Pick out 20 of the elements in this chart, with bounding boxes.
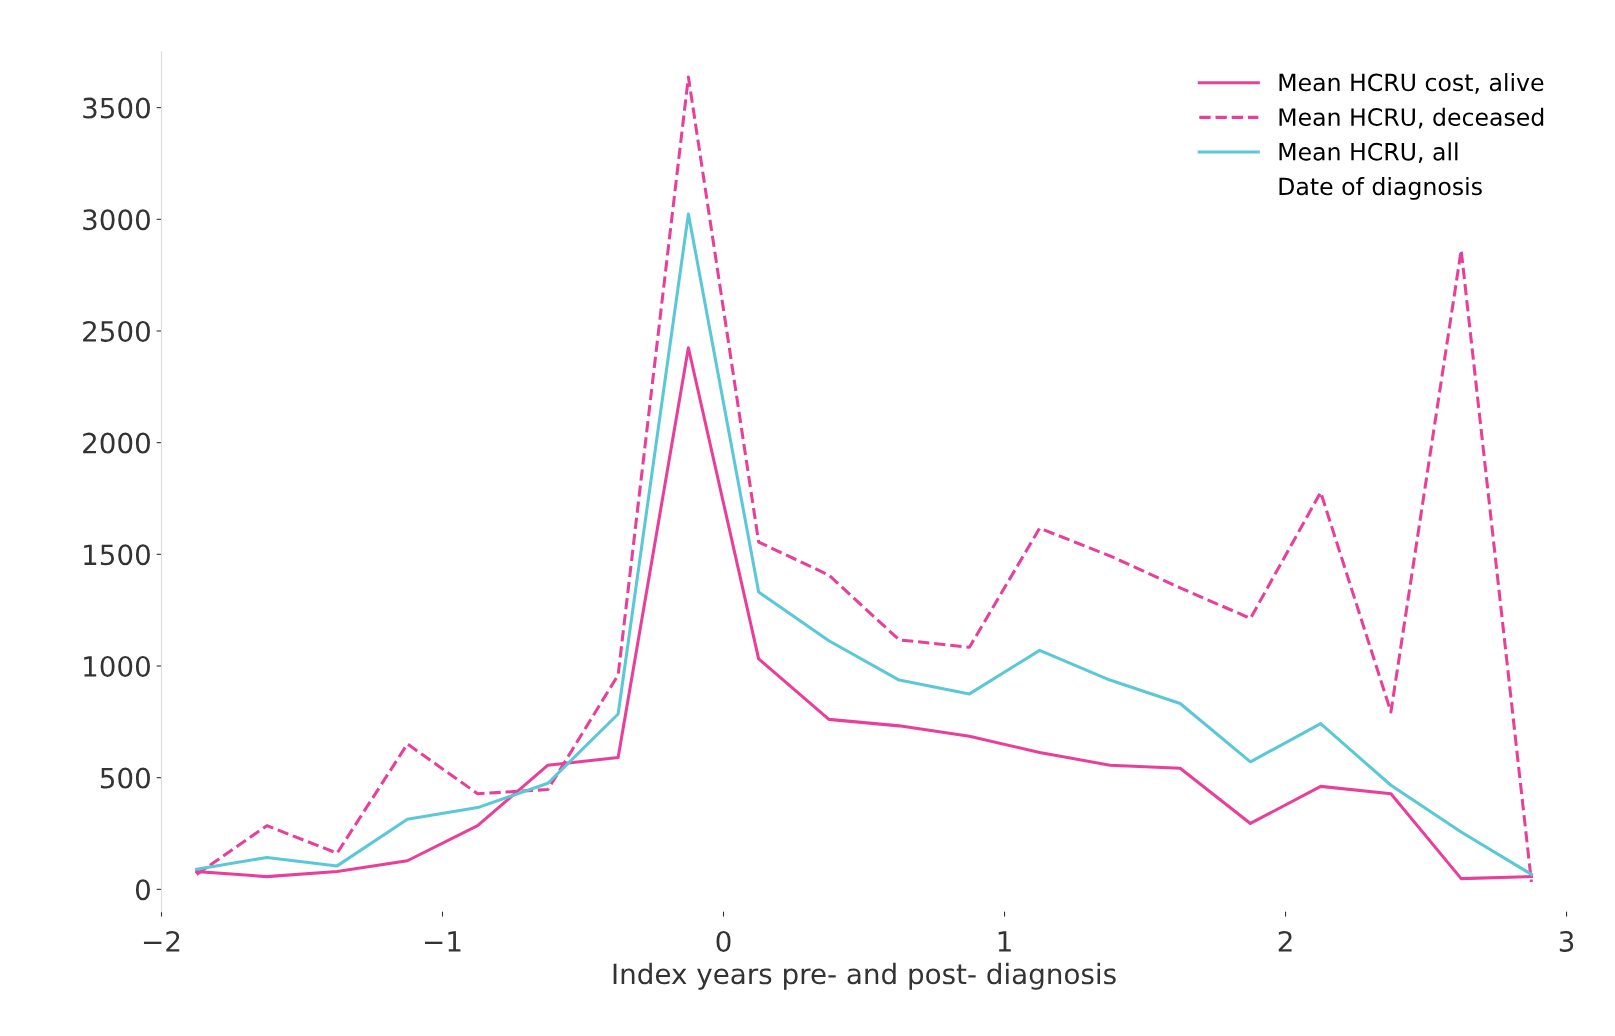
x-tick-label: 0 bbox=[716, 930, 731, 952]
y-tick-label: 0 bbox=[135, 879, 150, 901]
x-tick-label: −1 bbox=[424, 931, 461, 952]
x-tick-label: 3 bbox=[1559, 930, 1574, 952]
legend-label: Mean HCRU, all bbox=[1279, 142, 1458, 164]
annotation: Date of diagnosis bbox=[1279, 177, 1482, 200]
y-tick-label: 2000 bbox=[83, 432, 150, 454]
y-tick-label: 1000 bbox=[84, 655, 150, 677]
line-series bbox=[195, 212, 1533, 876]
y-tick-label: 3500 bbox=[83, 97, 150, 119]
y-tick-label: 1500 bbox=[84, 544, 150, 566]
x-tick-label: −2 bbox=[143, 930, 180, 952]
legend-label: Mean HCRU, deceased bbox=[1279, 107, 1544, 129]
x-axis-title: Index years pre- and post- diagnosis bbox=[613, 962, 1116, 990]
y-tick-label: 2500 bbox=[83, 320, 150, 342]
y-tick-label: 3000 bbox=[83, 209, 150, 231]
x-tick-label: 1 bbox=[998, 931, 1011, 952]
legend-label: Mean HCRU cost, alive bbox=[1279, 73, 1544, 94]
y-tick-label: 500 bbox=[100, 767, 150, 789]
x-tick-label: 2 bbox=[1278, 930, 1292, 952]
